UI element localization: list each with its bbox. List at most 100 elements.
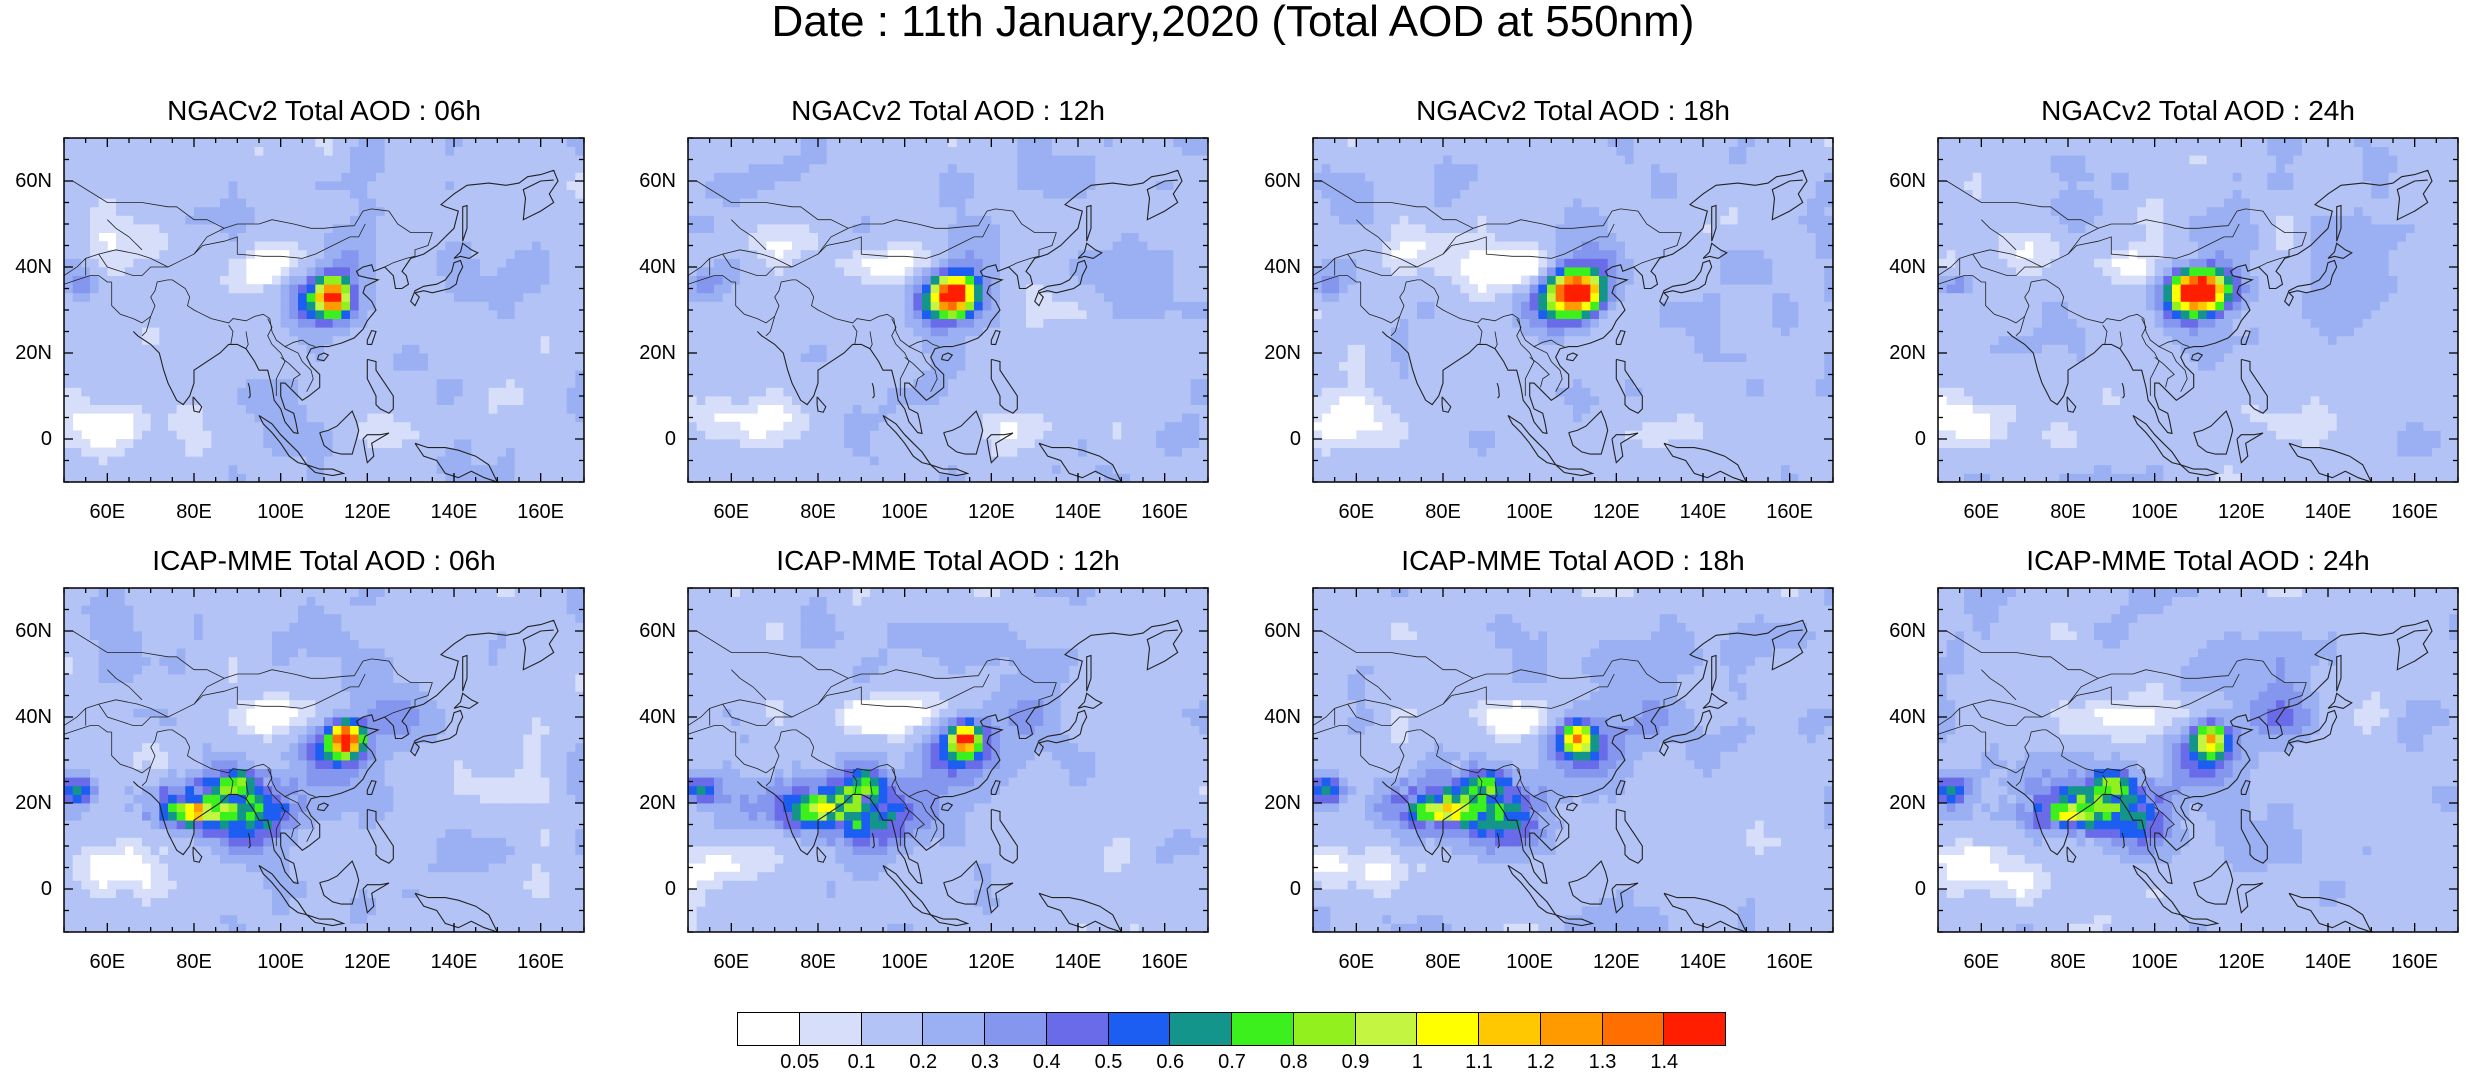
aod-cell: [333, 327, 342, 336]
aod-cell: [125, 181, 134, 190]
aod-cell: [411, 456, 420, 465]
aod-cell: [974, 258, 983, 267]
aod-cell: [515, 147, 524, 156]
aod-cell: [957, 155, 966, 164]
aod-cell: [142, 379, 151, 388]
aod-cell: [203, 405, 212, 414]
aod-cell: [1061, 439, 1070, 448]
aod-cell: [428, 172, 437, 181]
aod-cell: [445, 396, 454, 405]
aod-cell: [402, 181, 411, 190]
aod-cell: [151, 439, 160, 448]
aod-cell: [471, 284, 480, 293]
aod-cell: [705, 301, 714, 310]
aod-cell: [1156, 172, 1165, 181]
aod-cell: [1191, 387, 1200, 396]
aod-cell: [1069, 439, 1078, 448]
aod-cell: [879, 344, 888, 353]
aod-cell: [281, 138, 290, 147]
aod-cell: [281, 172, 290, 181]
aod-cell: [1017, 327, 1026, 336]
aod-cell: [1130, 293, 1139, 302]
aod-cell: [957, 370, 966, 379]
aod-cell: [714, 473, 723, 482]
aod-cell: [194, 138, 203, 147]
aod-cell: [220, 164, 229, 173]
aod-cell: [827, 284, 836, 293]
aod-cell: [705, 413, 714, 422]
aod-cell: [532, 276, 541, 285]
aod-cell: [1052, 215, 1061, 224]
aod-cell: [887, 387, 896, 396]
aod-cell: [289, 138, 298, 147]
aod-cell: [1043, 267, 1052, 276]
aod-cell: [801, 181, 810, 190]
aod-cell: [376, 319, 385, 328]
aod-cell: [809, 190, 818, 199]
aod-cell: [861, 172, 870, 181]
aod-cell: [853, 155, 862, 164]
aod-cell: [480, 138, 489, 147]
aod-cell: [1078, 198, 1087, 207]
aod-cell: [1009, 164, 1018, 173]
aod-cell: [775, 396, 784, 405]
aod-cell: [879, 155, 888, 164]
aod-cell: [437, 172, 446, 181]
aod-cell: [1000, 448, 1009, 457]
aod-cell: [237, 138, 246, 147]
aod-cell: [471, 181, 480, 190]
aod-cell: [922, 327, 931, 336]
aod-cell: [506, 241, 515, 250]
aod-cell: [99, 310, 108, 319]
aod-cell: [367, 198, 376, 207]
aod-cell: [246, 293, 255, 302]
aod-cell: [81, 319, 90, 328]
aod-cell: [497, 172, 506, 181]
aod-cell: [1191, 319, 1200, 328]
aod-cell: [246, 362, 255, 371]
aod-cell: [350, 319, 359, 328]
aod-cell: [480, 336, 489, 345]
aod-cell: [783, 138, 792, 147]
aod-cell: [861, 207, 870, 216]
aod-cell: [558, 448, 567, 457]
aod-cell: [783, 267, 792, 276]
aod-cell: [809, 164, 818, 173]
aod-cell: [385, 344, 394, 353]
aod-cell: [861, 405, 870, 414]
aod-cell: [1165, 439, 1174, 448]
aod-cell: [515, 198, 524, 207]
aod-cell: [1147, 456, 1156, 465]
aod-cell: [1139, 164, 1148, 173]
aod-cell: [1130, 284, 1139, 293]
aod-cell: [99, 465, 108, 474]
aod-cell: [1000, 301, 1009, 310]
aod-cell: [844, 370, 853, 379]
aod-cell: [489, 413, 498, 422]
aod-cell: [315, 362, 324, 371]
aod-cell: [1191, 370, 1200, 379]
aod-cell: [333, 439, 342, 448]
aod-cell: [688, 310, 697, 319]
aod-cell: [255, 439, 264, 448]
aod-cell: [1121, 172, 1130, 181]
aod-cell: [792, 422, 801, 431]
aod-cell: [298, 284, 307, 293]
aod-cell: [211, 456, 220, 465]
aod-cell: [905, 138, 914, 147]
aod-cell: [688, 379, 697, 388]
aod-cell: [350, 241, 359, 250]
aod-cell: [939, 181, 948, 190]
aod-cell: [255, 233, 264, 242]
aod-cell: [272, 293, 281, 302]
aod-cell: [974, 172, 983, 181]
aod-cell: [549, 362, 558, 371]
aod-cell: [142, 138, 151, 147]
aod-cell: [931, 207, 940, 216]
aod-cell: [1139, 224, 1148, 233]
aod-cell: [90, 379, 99, 388]
aod-cell: [489, 439, 498, 448]
aod-cell: [393, 336, 402, 345]
aod-cell: [567, 207, 576, 216]
aod-cell: [1191, 465, 1200, 474]
